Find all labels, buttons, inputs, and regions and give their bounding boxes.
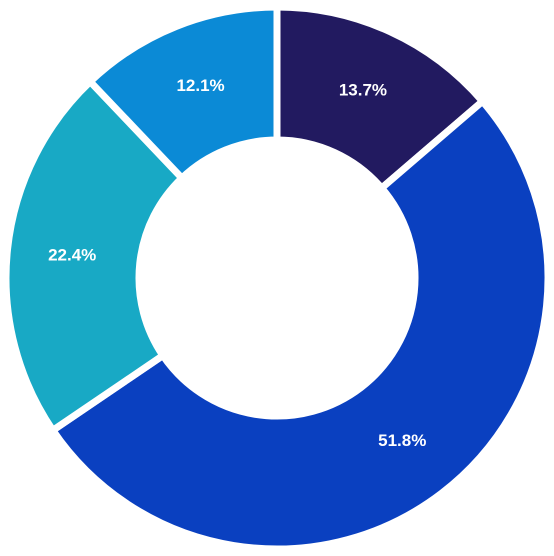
- donut-segment: [85, 3, 281, 183]
- data-label: 13.7%: [339, 80, 387, 99]
- donut-segment: [47, 96, 552, 553]
- donut-segment: [2, 76, 187, 436]
- data-label: 51.8%: [378, 431, 426, 450]
- data-label: 12.1%: [176, 76, 224, 95]
- data-label: 22.4%: [48, 246, 96, 265]
